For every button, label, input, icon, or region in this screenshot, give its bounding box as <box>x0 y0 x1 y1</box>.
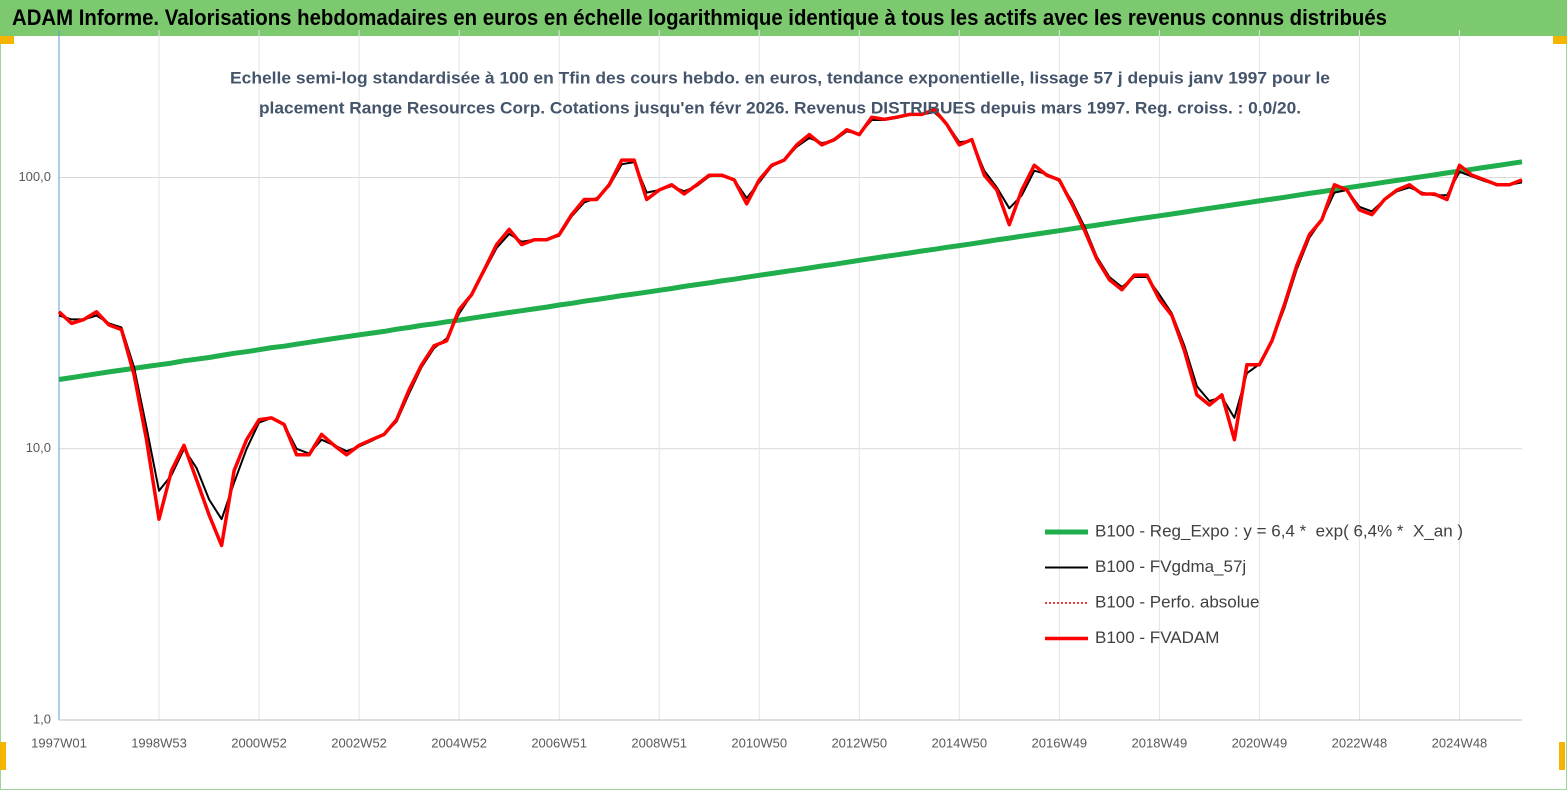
grid: 1,0 10,0 100,0 1997W01 1998W53 2000W52 2002W52… <box>18 30 1522 750</box>
subtitle: placement Range Resources Corp. Cotation… <box>259 98 1301 117</box>
x-tick-label: 1997W01 <box>31 735 87 750</box>
x-tick-label: 2024W48 <box>1432 735 1488 750</box>
x-tick-label: 2000W52 <box>231 735 287 750</box>
x-tick-label: 1998W53 <box>131 735 187 750</box>
x-tick-label: 2006W51 <box>531 735 587 750</box>
x-tick-label: 2020W49 <box>1232 735 1288 750</box>
series-line <box>58 159 1523 382</box>
x-tick-label: 2018W49 <box>1132 735 1188 750</box>
corner-mark <box>0 36 14 44</box>
x-tick-label: 2004W52 <box>431 735 487 750</box>
x-tick-label: 2016W49 <box>1032 735 1088 750</box>
plot <box>57 107 1523 548</box>
corner-mark <box>1553 36 1567 44</box>
corner-mark <box>1559 742 1565 770</box>
y-tick-label: 100,0 <box>18 169 51 184</box>
legend: B100 - Reg_Expo : y = 6,4 * exp( 6,4% * … <box>1045 521 1463 647</box>
y-tick-label: 1,0 <box>33 711 51 726</box>
series-line <box>57 107 1523 548</box>
legend-label: B100 - FVgdma_57j <box>1095 557 1246 576</box>
corner-mark <box>0 742 6 770</box>
x-tick-label: 2022W48 <box>1332 735 1388 750</box>
x-tick-label: 2014W50 <box>931 735 987 750</box>
subtitle: Echelle semi-log standardisée à 100 en T… <box>230 68 1330 87</box>
header-bar <box>0 0 1567 36</box>
x-tick-label: 2010W50 <box>731 735 787 750</box>
y-tick-label: 10,0 <box>26 440 51 455</box>
x-tick-label: 2008W51 <box>631 735 687 750</box>
x-tick-label: 2012W50 <box>831 735 887 750</box>
x-tick-label: 2002W52 <box>331 735 387 750</box>
legend-label: B100 - Perfo. absolue <box>1095 592 1259 611</box>
chart-title: ADAM Informe. Valorisations hebdomadaire… <box>12 5 1387 30</box>
legend-label: B100 - Reg_Expo : y = 6,4 * exp( 6,4% * … <box>1095 521 1463 540</box>
legend-label: B100 - FVADAM <box>1095 628 1219 647</box>
